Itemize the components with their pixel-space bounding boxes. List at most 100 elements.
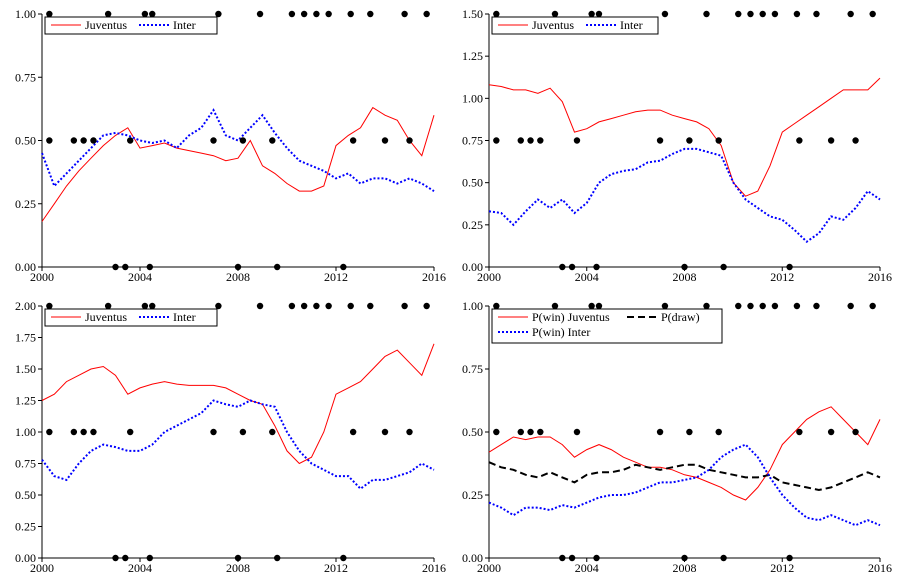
event-marker-bottom <box>146 263 153 271</box>
x-tick-label: 2016 <box>422 561 446 575</box>
x-tick-label: 2000 <box>477 561 501 575</box>
event-marker-middle <box>381 428 389 436</box>
event-marker-middle <box>381 137 389 144</box>
series-line-2 <box>41 108 435 192</box>
event-marker-top <box>793 302 801 310</box>
y-tick-label: 0.75 <box>15 70 36 84</box>
event-marker-top <box>703 302 710 310</box>
event-marker-middle <box>852 428 859 436</box>
legend-label: Inter <box>620 18 643 32</box>
event-marker-middle <box>827 137 835 144</box>
event-marker-top <box>313 10 320 18</box>
y-tick-label: 1.50 <box>15 362 36 376</box>
event-marker-middle <box>210 137 217 144</box>
y-tick-label: 0.00 <box>15 260 36 274</box>
series-line-2 <box>488 147 881 243</box>
event-marker-bottom <box>112 554 119 562</box>
event-marker-top <box>256 302 264 310</box>
legend-label: Juventus <box>85 310 127 324</box>
event-marker-top <box>367 10 374 18</box>
y-tick-label: 0.50 <box>15 134 36 148</box>
event-marker-bottom <box>340 554 347 562</box>
series-line-1 <box>41 343 435 465</box>
event-marker-bottom <box>274 263 281 271</box>
legend-label: Juventus <box>532 18 574 32</box>
event-marker-middle <box>46 428 53 436</box>
series-line-1 <box>488 406 881 501</box>
event-marker-middle <box>537 137 544 144</box>
event-marker-bottom <box>786 263 793 271</box>
event-marker-middle <box>852 137 859 144</box>
event-marker-bottom <box>681 263 688 271</box>
y-tick-label: 0.75 <box>462 362 483 376</box>
x-tick-label: 2016 <box>422 270 446 284</box>
event-marker-bottom <box>593 263 600 271</box>
event-marker-top <box>551 302 559 310</box>
event-marker-top <box>256 10 264 18</box>
event-marker-top <box>735 10 742 18</box>
event-marker-top <box>325 10 332 18</box>
chart-panel-4: 0.00 0.25 0.50 0.75 1.00 2000 2004 2008 2012 2016… <box>462 299 892 575</box>
event-marker-middle <box>70 137 78 144</box>
event-marker-middle <box>127 137 134 144</box>
event-marker-top <box>847 302 854 310</box>
event-marker-top <box>588 302 595 310</box>
event-marker-middle <box>573 137 581 144</box>
legend-label: P(win) Juventus <box>532 310 610 324</box>
event-marker-top <box>595 10 603 18</box>
event-marker-middle <box>715 428 722 436</box>
event-marker-middle <box>493 137 500 144</box>
event-marker-middle <box>80 137 87 144</box>
event-marker-top <box>771 10 779 18</box>
event-marker-middle <box>527 428 534 436</box>
event-marker-middle <box>517 428 524 436</box>
event-marker-middle <box>537 428 544 436</box>
event-marker-middle <box>796 137 803 144</box>
event-marker-top <box>347 302 354 310</box>
series-line-2 <box>41 399 435 491</box>
x-tick-label: 2016 <box>868 561 892 575</box>
y-tick-label: 0.25 <box>462 488 483 502</box>
event-marker-top <box>149 10 156 18</box>
y-tick-label: 0.00 <box>462 551 483 565</box>
event-marker-middle <box>406 137 413 144</box>
event-marker-top <box>104 302 112 310</box>
chart-panel-1: 0.00 0.25 0.50 0.75 1.00 2000 2004 2008 2012 2016… <box>15 7 446 284</box>
x-tick-label: 2000 <box>30 270 54 284</box>
y-tick-label: 0.00 <box>15 551 36 565</box>
series-line-2 <box>488 461 881 492</box>
y-tick-label: 1.00 <box>462 299 483 313</box>
event-marker-bottom <box>786 554 793 562</box>
event-marker-bottom <box>234 554 242 562</box>
event-marker-top <box>747 10 754 18</box>
event-marker-top <box>551 10 559 18</box>
y-tick-label: 1.25 <box>462 49 483 63</box>
event-marker-middle <box>493 428 500 436</box>
event-marker-bottom <box>720 263 727 271</box>
event-marker-bottom <box>234 263 242 271</box>
event-marker-top <box>46 10 53 18</box>
event-marker-middle <box>90 428 97 436</box>
event-marker-middle <box>573 428 581 436</box>
x-tick-label: 2008 <box>673 561 697 575</box>
event-marker-top <box>595 302 603 310</box>
event-marker-bottom <box>122 554 129 562</box>
x-tick-label: 2008 <box>673 270 697 284</box>
event-marker-middle <box>269 428 276 436</box>
x-tick-label: 2008 <box>226 270 250 284</box>
x-tick-label: 2000 <box>30 561 54 575</box>
event-marker-middle <box>269 137 276 144</box>
event-marker-bottom <box>681 554 688 562</box>
event-marker-bottom <box>112 263 119 271</box>
event-marker-top <box>215 10 222 18</box>
event-marker-middle <box>46 137 53 144</box>
x-tick-label: 2012 <box>770 561 794 575</box>
x-tick-label: 2004 <box>128 270 152 284</box>
event-marker-top <box>869 10 876 18</box>
legend-label: Inter <box>173 310 196 324</box>
event-marker-top <box>300 10 308 18</box>
event-marker-middle <box>686 137 693 144</box>
event-marker-top <box>423 10 430 18</box>
event-marker-top <box>215 302 222 310</box>
